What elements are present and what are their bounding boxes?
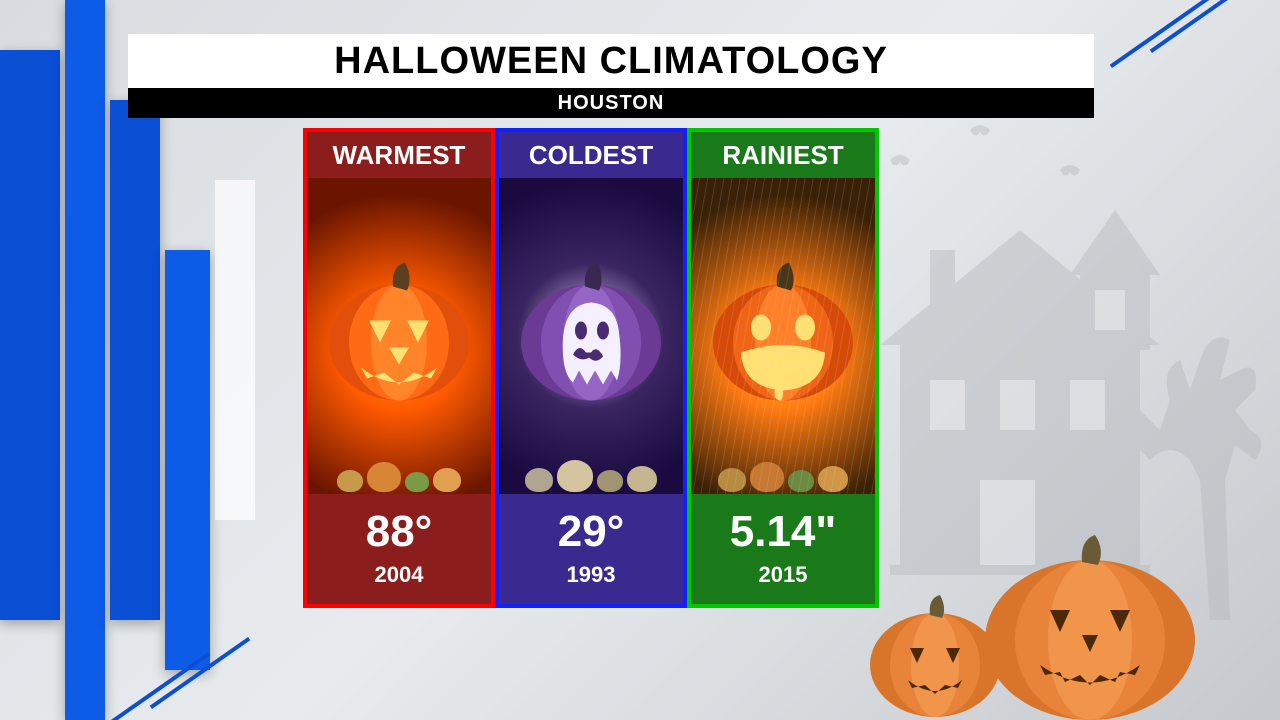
panel-coldest-value: 29° bbox=[558, 510, 625, 554]
panel-coldest-year: 1993 bbox=[567, 562, 616, 588]
panel-rainiest-footer: 5.14" 2015 bbox=[691, 494, 875, 604]
panel-rainiest: RAINIEST 5.14" 2015 bbox=[687, 128, 879, 608]
subheader-bar: HOUSTON bbox=[128, 88, 1094, 118]
panel-coldest: COLDEST 29° 1993 bbox=[495, 128, 687, 608]
panel-warmest: WARMEST 88° 2004 bbox=[303, 128, 495, 608]
panel-warmest-label: WARMEST bbox=[307, 132, 491, 178]
panel-coldest-image bbox=[499, 178, 683, 494]
page-subtitle: HOUSTON bbox=[558, 92, 665, 115]
climate-panels: WARMEST 88° 2004 C bbox=[303, 128, 879, 608]
panel-warmest-value: 88° bbox=[366, 510, 433, 554]
panel-warmest-footer: 88° 2004 bbox=[307, 494, 491, 604]
panel-coldest-label: COLDEST bbox=[499, 132, 683, 178]
panel-warmest-year: 2004 bbox=[375, 562, 424, 588]
panel-warmest-image bbox=[307, 178, 491, 494]
decor-pumpkin-small bbox=[860, 570, 1010, 720]
panel-rainiest-year: 2015 bbox=[759, 562, 808, 588]
page-title: HALLOWEEN CLIMATOLOGY bbox=[334, 40, 888, 83]
panel-rainiest-label: RAINIEST bbox=[691, 132, 875, 178]
panel-rainiest-image bbox=[691, 178, 875, 494]
header-bar: HALLOWEEN CLIMATOLOGY bbox=[128, 34, 1094, 88]
panel-coldest-footer: 29° 1993 bbox=[499, 494, 683, 604]
panel-rainiest-value: 5.14" bbox=[730, 510, 837, 554]
